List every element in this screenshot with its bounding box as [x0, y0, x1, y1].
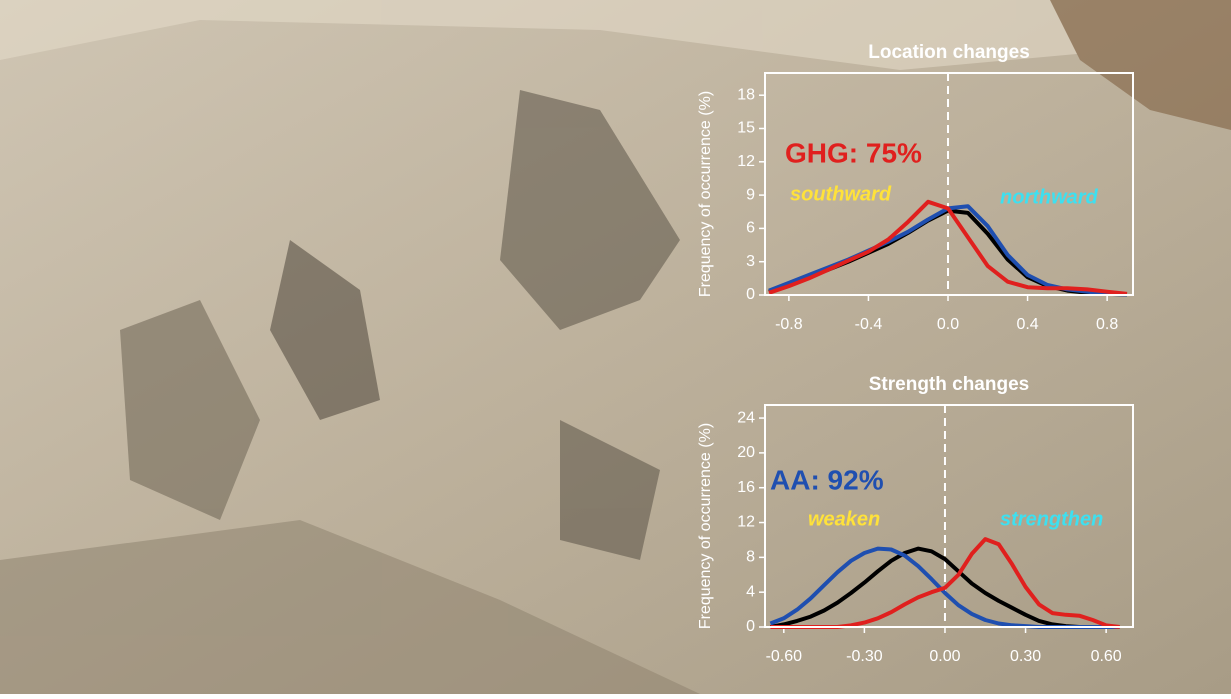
y-tick-label: 16: [737, 479, 755, 496]
y-tick-label: 6: [746, 220, 755, 237]
annotation: GHG: 75%: [785, 137, 922, 168]
x-tick-label: 0.8: [1096, 316, 1118, 333]
y-axis-label: Frequency of occurrence (%): [697, 91, 714, 297]
x-tick-label: -0.30: [846, 648, 883, 665]
y-tick-label: 18: [737, 86, 755, 103]
annotation: AA: 92%: [770, 464, 884, 495]
y-tick-label: 15: [737, 120, 755, 137]
y-tick-label: 8: [746, 549, 755, 566]
y-axis-label: Frequency of occurrence (%): [697, 423, 714, 629]
chart-title: Location changes: [868, 42, 1030, 63]
y-tick-label: 0: [746, 286, 755, 303]
y-tick-label: 20: [737, 444, 755, 461]
annotation: weaken: [808, 508, 880, 530]
x-tick-label: 0.00: [929, 648, 960, 665]
annotation: southward: [790, 183, 892, 205]
x-tick-label: -0.8: [775, 316, 803, 333]
y-tick-label: 9: [746, 186, 755, 203]
y-tick-label: 12: [737, 514, 755, 531]
y-tick-label: 3: [746, 253, 755, 270]
annotation: northward: [1000, 186, 1099, 208]
x-tick-label: 0.30: [1010, 648, 1041, 665]
scene: Location changes Frequency of occurrence …: [0, 0, 1231, 694]
y-tick-label: 4: [746, 583, 755, 600]
x-tick-label: -0.4: [855, 316, 883, 333]
x-tick-label: -0.60: [766, 648, 803, 665]
x-tick-label: 0.60: [1091, 648, 1122, 665]
chart-title: Strength changes: [869, 374, 1029, 395]
x-tick-label: 0.4: [1016, 316, 1038, 333]
x-tick-label: 0.0: [937, 316, 959, 333]
y-tick-label: 12: [737, 153, 755, 170]
y-tick-label: 0: [746, 618, 755, 635]
annotation: strengthen: [1000, 508, 1103, 530]
y-tick-label: 24: [737, 409, 755, 426]
